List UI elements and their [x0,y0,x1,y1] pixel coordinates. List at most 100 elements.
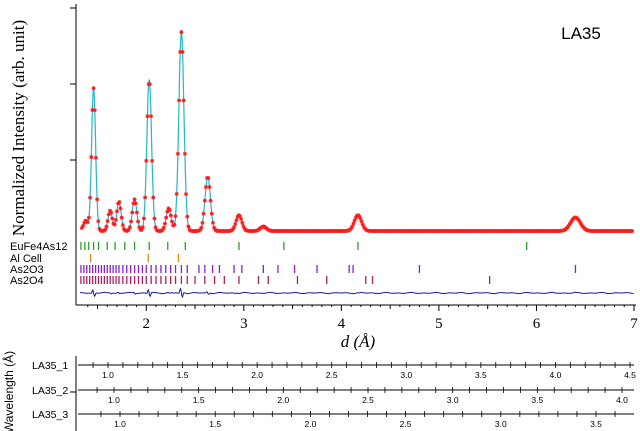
observed-point [127,225,132,230]
wavelength-tick-label: 3.5 [590,419,602,429]
wavelength-tick-label: 1.0 [102,370,114,380]
observed-point [136,219,141,224]
observed-point [161,225,166,230]
wavelength-tick-label: 2.5 [326,370,338,380]
x-tick-label: 5 [435,316,443,332]
x-tick-label: 4 [338,316,346,332]
observed-point [118,206,123,211]
observed-point [167,208,172,213]
x-axis-label: d (Å) [341,332,376,351]
wavelength-tick-label: 4.0 [616,395,628,405]
observed-point [109,210,114,215]
observed-point [211,220,216,225]
observed-point [232,225,237,230]
main-axes [70,4,636,306]
observed-point [209,211,214,216]
observed-point [168,213,173,218]
observed-point [148,114,153,119]
observed-point [95,197,100,202]
observed-point [130,210,135,215]
observed-point [239,216,244,221]
observed-point [150,158,155,163]
wavelength-tick-label: 3.0 [400,370,412,380]
x-tick-label: 7 [630,316,638,332]
observed-point [140,225,145,230]
observed-point [179,30,184,35]
observed-point [141,216,146,221]
x-axis-ticks: 2 3 4 5 6 7 [87,305,638,332]
x-tick-label: 6 [533,316,541,332]
wavelength-tick-label: 1.5 [177,370,189,380]
observed-point [233,222,238,227]
observed-point [163,221,168,226]
observed-point [630,229,635,233]
observed-point [206,176,211,181]
observed-point [104,224,109,229]
observed-point [144,158,149,163]
x-tick-label: 3 [240,316,248,332]
observed-point [185,214,190,219]
wavelength-tick-label: 1.5 [193,395,205,405]
wavelength-tick-label: 2.0 [251,370,263,380]
wavelength-tick-label: 1.0 [108,395,120,405]
observed-point [152,216,157,221]
observed-point [93,155,98,160]
observed-point [173,214,178,219]
observed-point [234,218,239,223]
wavelength-axis-label: Wavelength (Å) [1,351,16,431]
y-axis-label: Normalized Intensity (arb. unit) [9,20,28,236]
observed-point [115,209,120,214]
wavelength-row-label: LA35_2 [32,385,68,397]
phase-label: As2O4 [10,275,44,287]
observed-point [208,198,213,203]
observed-point [92,108,97,113]
observed-point [170,219,175,224]
x-tick-label: 2 [143,316,151,332]
observed-point [201,211,206,216]
wavelength-tick-label: 2.5 [400,419,412,429]
difference-line [79,287,634,299]
wavelength-tick-label: 3.0 [447,395,459,405]
observed-point [202,198,207,203]
observed-point [200,220,205,225]
wavelength-tick-label: 4.5 [624,370,636,380]
observed-point [177,98,182,103]
wavelength-tick-label: 2.0 [277,395,289,405]
observed-point [147,82,152,87]
observed-point [186,224,191,229]
wavelength-tick-label: 3.0 [495,419,507,429]
observed-point [112,222,117,227]
difference-curve [79,287,634,299]
observed-point [91,86,96,91]
calculated-profile [80,31,634,232]
observed-point [180,49,185,54]
observed-point [174,191,179,196]
observed-point [120,223,125,228]
observed-point [132,197,137,202]
observed-point [105,219,110,224]
wavelength-tick-label: 2.0 [304,419,316,429]
observed-point [110,216,115,221]
observed-point [88,195,93,200]
wavelength-tick-label: 1.0 [114,419,126,429]
wavelength-row-label: LA35_3 [32,409,68,421]
wavelength-tick-label: 3.5 [531,395,543,405]
observed-point [143,195,148,200]
observed-point [199,225,204,230]
observed-point [145,114,150,119]
phase-label: EuFe4As12 [10,241,67,253]
observed-point [203,185,208,190]
observed-point [151,195,156,200]
wavelength-tick-label: 4.0 [550,370,562,380]
observed-point [86,215,91,220]
wavelength-row-label: LA35_1 [32,360,68,372]
observed-points [79,30,635,233]
phase-label: As2O3 [10,264,44,276]
calculated-line [80,31,634,232]
observed-point [164,215,169,220]
observed-point [85,220,90,225]
observed-point [89,155,94,160]
observed-point [134,210,139,215]
observed-point [207,185,212,190]
